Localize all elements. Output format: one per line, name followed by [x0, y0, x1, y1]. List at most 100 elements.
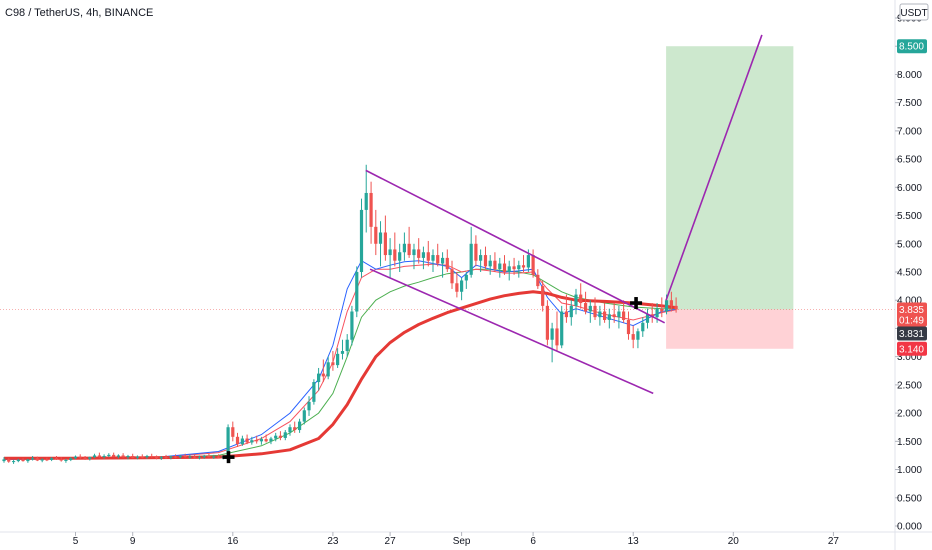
candle	[431, 249, 435, 272]
candle-body	[274, 435, 278, 439]
candle-body	[11, 461, 16, 463]
candle-body	[460, 280, 464, 292]
candle-body	[326, 362, 330, 377]
x-tick-label: Sep	[453, 536, 471, 547]
candle-body	[669, 300, 673, 306]
candle	[579, 283, 583, 309]
candle-body	[664, 300, 669, 312]
candle	[450, 260, 454, 289]
candle	[631, 325, 635, 349]
candle-body	[583, 303, 588, 312]
candle-body	[288, 427, 292, 433]
candle-body	[245, 438, 249, 443]
candle-body	[259, 439, 263, 442]
candle-body	[374, 226, 378, 244]
candle-body	[293, 427, 297, 431]
y-tick-label: 7.500	[897, 98, 922, 109]
candle-body	[92, 455, 97, 458]
candle	[464, 272, 468, 289]
y-tick-label: 1.500	[897, 437, 922, 448]
candle-body	[440, 257, 445, 264]
candle	[555, 311, 559, 352]
candle-body	[307, 401, 311, 411]
candle	[402, 232, 406, 261]
candle	[178, 454, 182, 459]
candle-body	[69, 458, 73, 460]
candle	[73, 455, 78, 460]
candle-body	[183, 456, 187, 458]
ma-mid-line	[3, 263, 677, 460]
candle-body	[88, 457, 92, 459]
candle-body	[636, 331, 640, 340]
y-tick-label: 4.500	[897, 268, 922, 279]
current-price-tag-bg	[897, 302, 927, 327]
candle	[336, 348, 340, 368]
candle	[483, 246, 488, 270]
candle-body	[78, 456, 82, 458]
candle-body	[336, 353, 340, 366]
candle	[297, 418, 302, 433]
candle-body	[588, 305, 592, 312]
candle	[164, 454, 168, 459]
candle-body	[278, 435, 283, 438]
candle	[31, 456, 35, 461]
x-tick-label: 23	[327, 536, 339, 547]
candle	[517, 260, 521, 278]
candle	[617, 305, 621, 329]
candle	[102, 454, 106, 459]
candle	[240, 435, 244, 446]
candle-body	[135, 456, 140, 458]
candle-body	[226, 427, 230, 457]
candle	[479, 249, 483, 272]
candle-body	[617, 311, 621, 318]
x-tick-label: 27	[385, 536, 397, 547]
candle	[383, 215, 387, 261]
candle	[264, 434, 268, 443]
candle	[317, 367, 321, 391]
candle-body	[188, 456, 192, 458]
candle-body	[564, 311, 569, 318]
candle-body	[116, 455, 120, 457]
candle	[121, 453, 125, 458]
candle	[274, 432, 278, 442]
candle	[622, 300, 626, 323]
candle	[50, 457, 54, 462]
candle-body	[631, 334, 635, 340]
y-tick-label: 3.000	[897, 352, 922, 363]
candle-body	[216, 456, 221, 458]
current-price-text: 3.835	[899, 305, 924, 316]
candle	[417, 238, 421, 264]
candle-body	[345, 339, 349, 352]
candle	[307, 396, 311, 416]
y-tick-label: 8.000	[897, 70, 922, 81]
candle	[588, 300, 592, 323]
candle	[674, 297, 678, 313]
candle	[569, 300, 573, 326]
candle-body	[445, 257, 449, 270]
candle	[188, 454, 192, 459]
candle-body	[455, 283, 459, 292]
candle-body	[388, 249, 392, 256]
x-tick-label: 9	[130, 536, 136, 547]
candle	[150, 453, 154, 458]
candle-body	[402, 243, 406, 253]
candle	[83, 456, 87, 460]
chart-title: C98 / TetherUS, 4h, BINANCE	[5, 7, 153, 19]
y-tick-label: 4.000	[897, 296, 922, 307]
markers-layer	[222, 297, 643, 464]
candle	[364, 164, 368, 233]
candle	[460, 277, 464, 301]
y-tick-label: 5.500	[897, 211, 922, 222]
candle	[40, 458, 44, 463]
currency-badge: USDT	[899, 3, 929, 21]
candle-body	[40, 459, 44, 461]
candle-body	[235, 436, 240, 445]
candle	[183, 453, 187, 458]
candle-body	[660, 308, 664, 312]
candle-body	[412, 249, 416, 256]
trendlines-layer	[365, 34, 763, 395]
candle	[469, 226, 473, 278]
